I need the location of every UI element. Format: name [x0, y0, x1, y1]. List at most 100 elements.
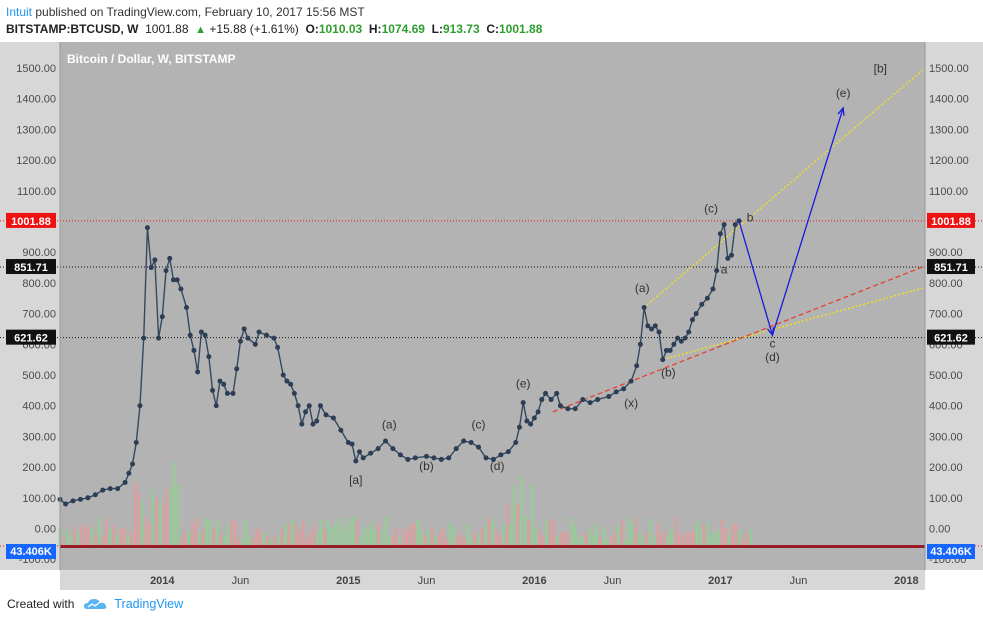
price-point: [717, 231, 723, 237]
price-point: [195, 369, 201, 375]
price-point: [682, 335, 688, 341]
price-point: [63, 501, 69, 507]
price-chart[interactable]: 1500.00 1500.00 1400.00 1400.00 1300.00 1300.…: [0, 40, 983, 590]
volume-bar: [520, 475, 523, 545]
price-point: [234, 366, 240, 372]
volume-bar: [538, 530, 541, 545]
price-point: [170, 277, 176, 283]
volume-bar: [158, 501, 162, 545]
volume-bar: [484, 525, 488, 545]
volume-bar: [73, 526, 76, 545]
y-tick-label-left: 700.00: [22, 309, 56, 321]
volume-bar: [684, 531, 688, 545]
volume-bar: [226, 523, 230, 545]
volume-bar: [441, 527, 445, 545]
price-point: [323, 412, 329, 418]
price-point: [152, 257, 158, 263]
volume-bar: [513, 485, 516, 545]
price-point: [438, 456, 444, 462]
x-tick-label: 2017: [708, 575, 732, 587]
volume-bar: [144, 516, 148, 545]
price-point: [241, 326, 247, 332]
price-point: [468, 440, 474, 446]
left-price-axis[interactable]: [0, 42, 60, 570]
price-point: [678, 338, 684, 344]
volume-bar: [530, 483, 534, 545]
volume-bar: [459, 534, 462, 545]
price-point: [206, 354, 212, 360]
price-point: [656, 329, 662, 335]
volume-bar: [674, 518, 677, 545]
y-tick-label-left: 400.00: [22, 401, 56, 413]
volume-bar: [394, 527, 398, 545]
price-point: [224, 390, 230, 396]
volume-bar: [555, 537, 559, 545]
symbol-name: BITSTAMP:BTCUSD, W: [6, 22, 139, 36]
volume-bar: [187, 530, 191, 545]
wave-annotation: (d): [765, 350, 780, 364]
price-point: [660, 357, 666, 363]
volume-bar: [670, 527, 674, 545]
price-level-label-left: 851.71: [14, 262, 48, 274]
last-price: 1001.88: [145, 22, 189, 36]
price-point: [671, 341, 677, 347]
price-point: [686, 329, 692, 335]
time-axis[interactable]: [60, 570, 925, 590]
price-point: [70, 498, 76, 504]
price-point: [221, 381, 227, 387]
volume-bar: [445, 538, 448, 545]
author-name[interactable]: Intuit: [6, 5, 33, 19]
volume-bar: [337, 517, 341, 545]
volume-bar: [230, 519, 234, 545]
volume-bar: [534, 527, 538, 545]
volume-bar: [402, 527, 405, 545]
volume-bar: [498, 534, 502, 545]
price-point: [271, 335, 277, 341]
open-value: 1010.03: [318, 22, 363, 36]
volume-bar: [155, 498, 158, 545]
y-tick-label-right: 1400.00: [929, 94, 969, 106]
y-tick-label-left: 0.00: [35, 524, 56, 536]
volume-bar: [65, 529, 69, 545]
price-point: [498, 452, 504, 458]
price-point: [167, 255, 173, 261]
low-value: 913.73: [442, 22, 480, 36]
price-point: [159, 314, 165, 320]
volume-bar: [126, 535, 130, 545]
price-point: [634, 363, 640, 369]
x-tick-label: 2014: [150, 575, 175, 587]
y-tick-label-right: 100.00: [929, 493, 963, 505]
volume-bar: [344, 523, 348, 545]
price-point: [528, 421, 534, 427]
price-point: [461, 438, 467, 444]
volume-bar: [606, 538, 609, 545]
volume-bar: [287, 522, 291, 545]
footer: Created with TradingView: [7, 597, 183, 611]
price-point: [115, 486, 121, 492]
volume-bar: [548, 518, 552, 545]
volume-bar: [577, 537, 581, 545]
volume-bar: [133, 481, 137, 545]
price-point: [291, 390, 297, 396]
price-point: [156, 335, 162, 341]
tradingview-logo-text[interactable]: TradingView: [114, 597, 184, 611]
volume-bar: [327, 519, 330, 545]
plot-area[interactable]: [60, 42, 925, 570]
volume-bar: [123, 526, 126, 545]
price-point: [360, 455, 366, 461]
symbol-bar: BITSTAMP:BTCUSD, W 1001.88 ▲ +15.88 (+1.…: [6, 21, 542, 38]
price-point: [183, 304, 189, 310]
volume-bar: [194, 517, 198, 545]
volume-bar: [219, 533, 223, 545]
price-level-label-left: 621.62: [14, 333, 48, 345]
volume-bar: [691, 529, 695, 545]
volume-bar: [559, 531, 563, 545]
price-point: [699, 301, 705, 307]
right-price-axis[interactable]: [925, 42, 983, 570]
volume-bar: [470, 538, 473, 545]
price-point: [412, 455, 418, 461]
price-point: [263, 332, 269, 338]
volume-bar: [233, 520, 237, 545]
volume-bar: [563, 533, 566, 545]
price-point: [230, 390, 236, 396]
